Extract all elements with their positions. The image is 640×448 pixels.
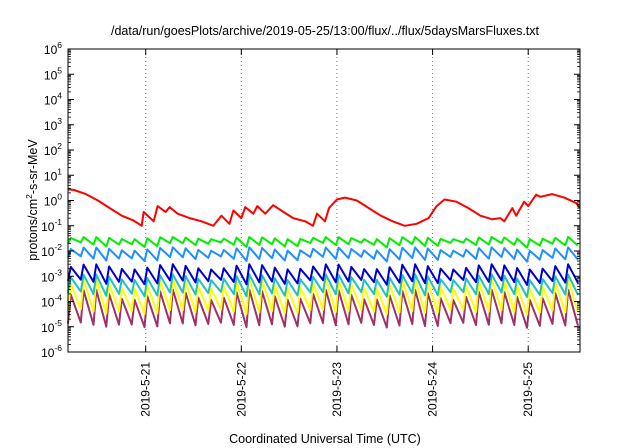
x-axis-label: Coordinated Universal Time (UTC) bbox=[229, 432, 421, 446]
y-tick-label: 102 bbox=[44, 141, 62, 158]
y-tick-label: 10-4 bbox=[41, 293, 62, 310]
x-tick-label: 2019-5-24 bbox=[426, 362, 440, 417]
y-tick-label: 10-2 bbox=[41, 242, 62, 259]
series-line bbox=[67, 277, 579, 316]
series-layer bbox=[67, 188, 581, 329]
y-tick-label: 10-6 bbox=[41, 343, 62, 360]
series-line bbox=[67, 188, 581, 227]
y-axis: 10-6 10-5 10-4 10-3 10-2 10-1 100 101 102 103 104 1… bbox=[41, 40, 580, 360]
y-tick-label: 10-1 bbox=[41, 217, 62, 234]
y-tick-label: 101 bbox=[44, 166, 62, 183]
series-line bbox=[67, 263, 579, 286]
y-tick-label: 104 bbox=[44, 91, 62, 108]
chart-title: /data/run/goesPlots/archive/2019-05-25/1… bbox=[111, 24, 540, 38]
y-tick-label: 103 bbox=[44, 116, 62, 133]
y-tick-label: 10-5 bbox=[41, 318, 62, 335]
x-tick-label: 2019-5-23 bbox=[330, 362, 344, 417]
series-line bbox=[67, 246, 579, 263]
y-tick-label: 10-3 bbox=[41, 267, 62, 284]
x-tick-label: 2019-5-25 bbox=[521, 362, 535, 417]
y-tick-label: 105 bbox=[44, 65, 62, 82]
y-axis-label: protons/cm2-s-sr-MeV bbox=[24, 139, 40, 261]
x-tick-label: 2019-5-22 bbox=[234, 362, 248, 417]
y-tick-label: 106 bbox=[44, 40, 62, 57]
y-tick-label: 100 bbox=[44, 192, 62, 209]
series-line bbox=[67, 236, 579, 249]
x-axis: 2019-5-21 2019-5-22 2019-5-23 2019-5-24 2019… bbox=[139, 49, 535, 417]
series-line bbox=[67, 273, 579, 298]
x-tick-label: 2019-5-21 bbox=[139, 362, 153, 417]
